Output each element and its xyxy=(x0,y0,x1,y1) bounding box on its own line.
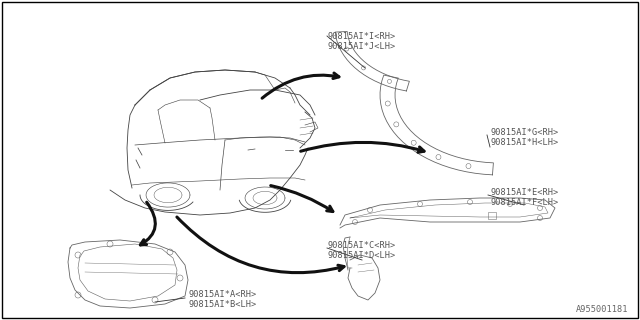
Text: 90815AI*B<LH>: 90815AI*B<LH> xyxy=(188,300,256,309)
Text: 90815AI*H<LH>: 90815AI*H<LH> xyxy=(490,138,558,147)
Text: 90815AI*D<LH>: 90815AI*D<LH> xyxy=(327,251,396,260)
Text: 90815AI*A<RH>: 90815AI*A<RH> xyxy=(188,290,256,299)
Text: 90815AI*J<LH>: 90815AI*J<LH> xyxy=(327,42,396,51)
Text: 90815AI*F<LH>: 90815AI*F<LH> xyxy=(490,198,558,207)
Text: 90815AI*G<RH>: 90815AI*G<RH> xyxy=(490,128,558,137)
Text: 90815AI*E<RH>: 90815AI*E<RH> xyxy=(490,188,558,197)
Text: A955001181: A955001181 xyxy=(575,305,628,314)
Text: 90815AI*C<RH>: 90815AI*C<RH> xyxy=(327,241,396,250)
Bar xyxy=(488,212,496,219)
Text: 90815AI*I<RH>: 90815AI*I<RH> xyxy=(327,32,396,41)
